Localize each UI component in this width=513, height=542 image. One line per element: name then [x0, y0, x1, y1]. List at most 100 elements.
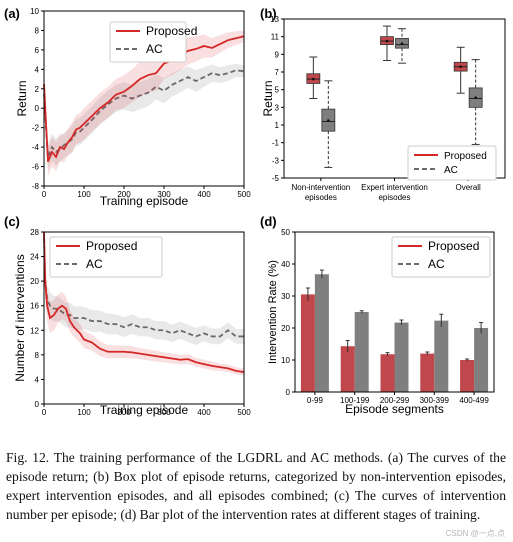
legend-label-b: AC	[444, 165, 458, 176]
x-tick-label-b: episodes	[378, 193, 410, 202]
legend-label-d: Proposed	[428, 239, 479, 253]
plot-frame-d	[294, 231, 495, 393]
legend-label-c: AC	[86, 257, 103, 271]
bar-ac	[474, 328, 489, 392]
figure-caption: Fig. 12. The training performance of the…	[6, 448, 506, 524]
x-axis-label-d: Episode segments	[345, 402, 444, 416]
legend-label-a: Proposed	[146, 24, 197, 38]
mean-marker-b	[312, 77, 315, 81]
bar-ac	[314, 274, 329, 392]
x-tick-label-b: Overall	[455, 183, 481, 192]
x-tick-label-a: 300	[157, 190, 171, 199]
mean-marker-b	[327, 119, 330, 122]
y-tick-label-b: 11	[271, 33, 280, 42]
bar-proposed	[340, 346, 355, 392]
y-tick-label-a: 8	[35, 26, 40, 35]
bar-ac	[354, 312, 369, 392]
x-tick-label-a: 400	[197, 190, 211, 199]
x-axis-label-c: Training episode	[100, 403, 189, 417]
y-tick-label-b: 9	[275, 50, 280, 59]
panel-b-box-plot: (b)-5-3-1135791113Non-interventionepisod…	[260, 6, 506, 202]
watermark: CSDN @一点.点	[445, 529, 505, 538]
x-axis-label-a: Training episode	[100, 194, 189, 208]
series-line-a-proposed	[43, 35, 245, 163]
x-tick-label-b: Expert intervention	[361, 183, 428, 192]
y-tick-label-c: 28	[30, 228, 39, 237]
bar-ac	[394, 322, 409, 392]
x-tick-label-c: 0	[42, 408, 47, 417]
legend-label-c: Proposed	[86, 239, 137, 253]
x-tick-label-d: 100-199	[340, 396, 370, 405]
y-tick-label-c: 24	[30, 253, 39, 262]
y-tick-label-a: -2	[32, 124, 40, 133]
y-tick-label-a: 6	[35, 46, 40, 55]
x-tick-label-c: 300	[157, 408, 171, 417]
y-axis-label-d: Intervention Rate (%)	[267, 260, 279, 364]
plot-frame-c	[43, 231, 245, 405]
x-tick-label-a: 0	[42, 190, 47, 199]
y-tick-label-d: 30	[281, 292, 290, 301]
y-tick-label-a: 4	[35, 65, 40, 74]
confidence-band-a-ac	[44, 63, 244, 171]
plot-frame-a	[43, 10, 245, 187]
y-tick-label-b: -1	[272, 139, 280, 148]
y-axis-label-b: Return	[261, 80, 275, 116]
x-tick-label-a: 200	[117, 190, 131, 199]
y-tick-label-b: -5	[272, 174, 280, 183]
x-tick-label-d: 300-399	[420, 396, 450, 405]
panel-label-c: (c)	[4, 214, 20, 229]
y-tick-label-a: 0	[35, 104, 40, 113]
y-tick-label-b: 13	[270, 15, 279, 24]
y-tick-label-d: 20	[281, 324, 290, 333]
y-tick-label-b: 7	[275, 68, 280, 77]
mean-marker-b	[459, 65, 462, 68]
x-tick-label-d: 200-299	[380, 396, 410, 405]
y-tick-label-b: 3	[275, 103, 280, 112]
bar-proposed	[420, 353, 435, 392]
plot-frame-b	[283, 18, 506, 179]
panel-label-a: (a)	[4, 6, 20, 21]
legend-label-d: AC	[428, 257, 445, 271]
confidence-band-c-ac	[44, 225, 244, 346]
y-tick-label-b: 5	[275, 86, 280, 95]
x-tick-label-c: 100	[77, 408, 91, 417]
x-tick-label-b: episodes	[305, 193, 337, 202]
y-tick-label-d: 10	[281, 356, 290, 365]
panel-label-b: (b)	[260, 6, 277, 21]
x-tick-label-d: 0-99	[307, 396, 324, 405]
y-tick-label-a: 10	[30, 7, 39, 16]
bar-proposed	[380, 354, 395, 392]
panel-label-d: (d)	[260, 214, 277, 229]
y-tick-label-a: -4	[32, 143, 40, 152]
confidence-band-a-proposed	[44, 30, 244, 177]
y-tick-label-c: 8	[35, 351, 40, 360]
y-tick-label-b: 1	[275, 121, 280, 130]
y-tick-label-d: 0	[286, 388, 291, 397]
legend-label-a: AC	[146, 42, 163, 56]
y-tick-label-d: 50	[281, 228, 290, 237]
x-tick-label-c: 500	[237, 408, 251, 417]
y-tick-label-a: 2	[35, 85, 40, 94]
x-tick-label-c: 200	[117, 408, 131, 417]
bar-proposed	[460, 360, 475, 392]
y-tick-label-c: 4	[35, 375, 40, 384]
y-axis-label-c: Number of interventions	[13, 254, 27, 381]
y-tick-label-c: 0	[35, 400, 40, 409]
y-axis-label-a: Return	[15, 80, 29, 116]
y-tick-label-d: 40	[281, 260, 290, 269]
caption-text: The training performance of the LGDRL an…	[6, 450, 506, 522]
x-tick-label-a: 500	[237, 190, 251, 199]
mean-marker-b	[385, 39, 389, 43]
bar-proposed	[300, 294, 315, 392]
series-line-c-proposed	[43, 231, 245, 373]
y-tick-label-b: -3	[272, 156, 280, 165]
y-tick-label-c: 20	[30, 277, 39, 286]
panel-d-bar-plot: (d) 0 10 20 30 40 50 0-99 100-199 200-299 300-399 4…	[260, 214, 495, 416]
y-tick-label-a: -8	[32, 182, 40, 191]
bar-ac	[434, 320, 449, 392]
x-tick-label-b: Non-intervention	[291, 183, 350, 192]
caption-label: Fig. 12.	[6, 450, 50, 465]
panel-c-intervention-curve: (c) 0 4 8 12 16 20 24 28 0 100 200 300 400 500 Training…	[4, 214, 251, 417]
